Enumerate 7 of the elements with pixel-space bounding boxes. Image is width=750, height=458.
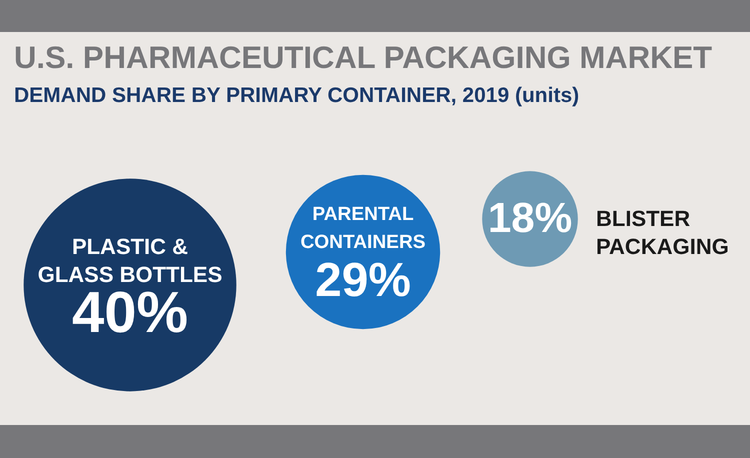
category-label: PLASTIC & GLASS BOTTLES [38,234,222,287]
data-label: 29% [315,254,411,307]
category-label: PARENTAL CONTAINERS [300,204,426,253]
text: U.S. PHARMACEUTICAL PACKAGING MARKET [14,40,712,75]
category-label: BLISTER PACKAGING [596,206,729,259]
text: DEMAND SHARE BY PRIMARY CONTAINER, 2019 (units) [14,84,580,107]
data-label: 18% [488,194,572,241]
